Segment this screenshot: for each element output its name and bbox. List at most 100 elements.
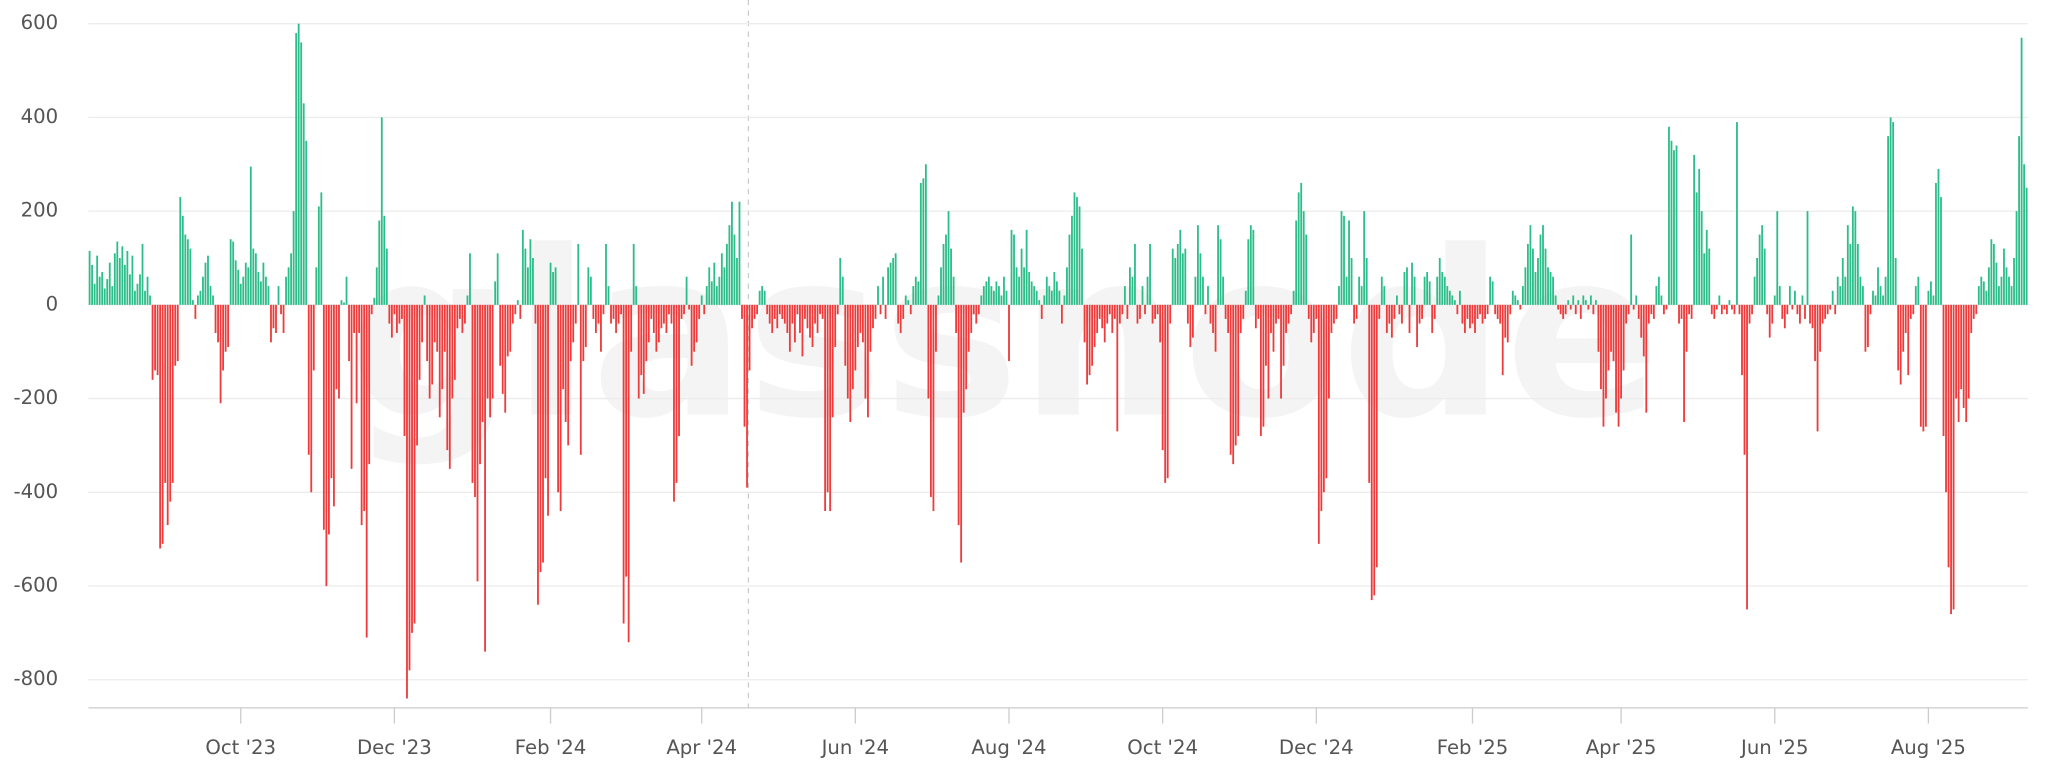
bar bbox=[1086, 304, 1088, 385]
bar bbox=[1788, 286, 1791, 305]
bar bbox=[524, 248, 527, 305]
bar bbox=[1071, 215, 1073, 305]
bar bbox=[141, 243, 144, 305]
bar bbox=[1569, 304, 1572, 310]
bar bbox=[174, 304, 177, 366]
bar bbox=[622, 304, 625, 624]
bar bbox=[796, 304, 799, 315]
bar bbox=[801, 304, 804, 357]
bar bbox=[549, 262, 552, 305]
bar bbox=[1539, 234, 1542, 305]
bar bbox=[166, 304, 169, 526]
y-tick-label: 600 bbox=[21, 11, 59, 34]
bar bbox=[194, 304, 197, 319]
bar bbox=[597, 304, 600, 324]
bar bbox=[423, 295, 426, 305]
bar bbox=[1083, 304, 1086, 343]
bar bbox=[1058, 290, 1061, 305]
bar bbox=[136, 283, 139, 305]
bar bbox=[632, 243, 635, 305]
bar bbox=[1758, 234, 1761, 305]
bar bbox=[295, 33, 298, 305]
bar bbox=[572, 304, 575, 343]
bar bbox=[1013, 234, 1015, 305]
bar bbox=[1494, 304, 1497, 315]
bar bbox=[1806, 211, 1809, 305]
bar bbox=[771, 304, 774, 333]
bar bbox=[1045, 276, 1048, 305]
bar bbox=[1335, 304, 1338, 319]
bar bbox=[448, 304, 451, 469]
x-tick-label: Apr '24 bbox=[666, 736, 737, 759]
bar bbox=[1605, 304, 1607, 399]
bar bbox=[1567, 300, 1570, 305]
bar bbox=[844, 304, 847, 366]
bar bbox=[149, 295, 151, 305]
bar bbox=[663, 304, 665, 324]
bar bbox=[229, 239, 232, 305]
bar bbox=[1867, 304, 1869, 348]
bar bbox=[1904, 304, 1907, 333]
bar bbox=[189, 248, 192, 305]
bar bbox=[116, 241, 119, 305]
bar bbox=[154, 304, 156, 371]
bar bbox=[980, 295, 983, 305]
bar bbox=[1101, 304, 1104, 329]
bar bbox=[564, 304, 567, 422]
bar bbox=[179, 197, 182, 305]
bar bbox=[1453, 300, 1456, 305]
bar bbox=[917, 281, 920, 305]
bar bbox=[227, 304, 230, 348]
bar bbox=[1499, 304, 1502, 324]
bar bbox=[1068, 234, 1071, 305]
bar bbox=[418, 304, 421, 380]
bar bbox=[443, 304, 446, 352]
bar bbox=[945, 234, 947, 305]
bar bbox=[1804, 304, 1806, 319]
bar bbox=[1151, 304, 1154, 324]
bar bbox=[1252, 229, 1255, 305]
bar bbox=[909, 304, 912, 315]
bar bbox=[113, 253, 116, 305]
bar bbox=[592, 304, 595, 319]
bar bbox=[1763, 248, 1766, 305]
bar bbox=[1416, 304, 1418, 348]
bar bbox=[1456, 304, 1459, 315]
bar bbox=[1373, 304, 1376, 596]
bar bbox=[1562, 304, 1565, 319]
bar bbox=[126, 250, 129, 305]
bar bbox=[244, 262, 247, 305]
x-tick-label: Feb '25 bbox=[1437, 736, 1509, 759]
x-tick-label: Jun '24 bbox=[820, 736, 889, 759]
bar bbox=[496, 253, 499, 305]
bar bbox=[1574, 304, 1577, 315]
bar bbox=[254, 253, 257, 305]
bar bbox=[708, 267, 711, 305]
bar bbox=[1718, 295, 1721, 305]
bar bbox=[849, 304, 852, 422]
bar bbox=[1786, 304, 1789, 315]
bar bbox=[1995, 262, 1998, 305]
bar bbox=[368, 304, 371, 465]
bar bbox=[1748, 304, 1751, 324]
bar bbox=[668, 304, 670, 315]
bar bbox=[600, 304, 602, 352]
bar bbox=[484, 304, 486, 652]
bar bbox=[333, 304, 335, 507]
bar bbox=[1589, 295, 1592, 305]
bar bbox=[257, 272, 260, 305]
bar bbox=[912, 286, 915, 305]
bar bbox=[1486, 304, 1489, 315]
bar bbox=[383, 215, 386, 305]
bar bbox=[411, 304, 413, 633]
bar bbox=[1363, 211, 1366, 305]
bar bbox=[612, 304, 615, 319]
bar bbox=[1202, 276, 1204, 305]
bar bbox=[1731, 304, 1733, 310]
bar bbox=[1358, 276, 1361, 305]
bar bbox=[1902, 304, 1905, 352]
bar bbox=[1647, 304, 1650, 324]
bar bbox=[401, 304, 403, 319]
bar bbox=[998, 286, 1000, 305]
bar bbox=[219, 304, 222, 404]
